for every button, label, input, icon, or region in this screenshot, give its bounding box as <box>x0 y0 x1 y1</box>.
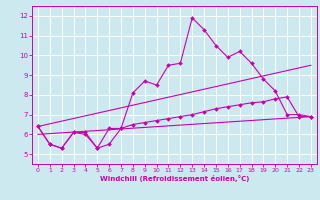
X-axis label: Windchill (Refroidissement éolien,°C): Windchill (Refroidissement éolien,°C) <box>100 175 249 182</box>
